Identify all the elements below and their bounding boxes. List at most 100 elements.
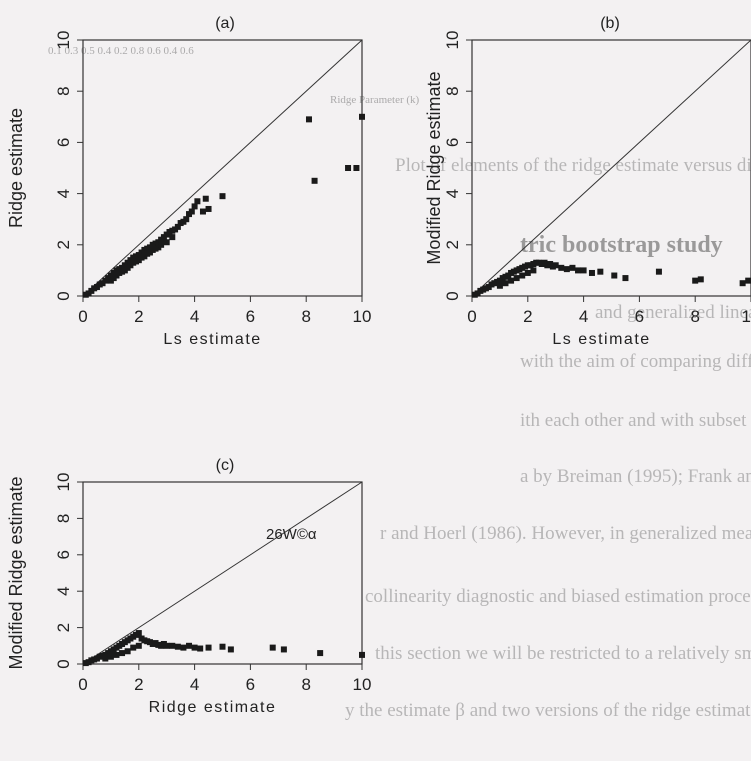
- y-tick-label: 4: [443, 189, 462, 198]
- x-axis-label: Ls estimate: [552, 331, 650, 348]
- data-point: [558, 264, 565, 271]
- y-axis-label: Ridge estimate: [6, 108, 26, 228]
- y-tick-label: 4: [54, 189, 73, 198]
- data-point: [655, 268, 662, 275]
- data-point: [305, 116, 312, 123]
- section-heading: tric bootstrap study: [520, 232, 723, 258]
- data-point: [205, 205, 212, 212]
- y-tick-label: 2: [54, 623, 73, 632]
- data-point: [508, 277, 515, 284]
- body-line-5: r and Hoerl (1986). However, in generali…: [380, 523, 751, 544]
- data-point: [124, 648, 131, 655]
- data-point: [353, 165, 360, 171]
- y-axis-label: Modified Ridge estimate: [6, 476, 26, 669]
- y-tick-label: 4: [54, 586, 73, 595]
- y-tick-label: 10: [54, 31, 73, 50]
- x-tick-label: 4: [190, 675, 199, 694]
- x-tick-label: 6: [246, 307, 255, 326]
- y-tick-label: 6: [54, 138, 73, 147]
- data-point: [280, 646, 287, 653]
- data-point: [174, 223, 181, 230]
- y-tick-label: 2: [443, 240, 462, 249]
- x-tick-label: 8: [301, 675, 310, 694]
- data-point: [317, 650, 324, 657]
- scan-artifact-text: 26W©α: [266, 526, 317, 543]
- x-tick-label: 10: [353, 307, 372, 326]
- y-tick-label: 6: [54, 550, 73, 559]
- x-tick-label: 8: [301, 307, 310, 326]
- data-point: [199, 208, 206, 215]
- data-point: [158, 241, 165, 248]
- body-line-1: and generalized linear models many simul…: [595, 302, 751, 323]
- panel-label: (a): [215, 15, 235, 32]
- y-tick-label: 0: [54, 659, 73, 668]
- caption-text: Plot of elements of the ridge estimate v…: [395, 155, 751, 176]
- data-point: [205, 644, 212, 651]
- reference-line: [471, 39, 751, 297]
- x-tick-label: 6: [246, 675, 255, 694]
- data-point: [519, 272, 526, 279]
- data-point: [611, 272, 618, 279]
- data-point: [359, 651, 365, 658]
- header-tick-row: 0.1 0.3 0.5 0.4 0.2 0.8 0.6 0.4 0.6: [48, 45, 194, 57]
- x-tick-label: 10: [742, 307, 751, 326]
- data-point: [113, 651, 120, 658]
- data-point: [163, 239, 170, 246]
- y-tick-label: 8: [54, 86, 73, 95]
- x-tick-label: 10: [353, 675, 372, 694]
- data-point: [345, 165, 352, 171]
- x-tick-label: 4: [190, 307, 199, 326]
- scatter-panel-3: (c) 0 2 4 6 8 10 0 2 4 6 8 10 Ridge estimate Modified …: [6, 457, 371, 716]
- plot-frame: [82, 481, 363, 665]
- data-point: [530, 267, 537, 274]
- data-point: [745, 277, 751, 284]
- x-tick-label: 2: [523, 307, 532, 326]
- data-point: [163, 642, 170, 649]
- data-point: [502, 280, 509, 287]
- data-point: [311, 177, 318, 184]
- data-point: [496, 282, 503, 289]
- y-tick-label: 2: [54, 240, 73, 249]
- data-point: [107, 653, 114, 660]
- data-point: [186, 642, 193, 649]
- data-point: [622, 275, 629, 282]
- plot-frame: [82, 39, 363, 297]
- data-point: [219, 643, 226, 650]
- data-point: [552, 262, 559, 269]
- data-point: [202, 195, 209, 202]
- data-point: [227, 646, 234, 653]
- data-point: [563, 266, 570, 273]
- body-line-6: collinearity diagnostic and biased estim…: [365, 586, 751, 607]
- data-point: [575, 267, 582, 274]
- data-point: [692, 277, 699, 284]
- y-tick-label: 0: [54, 291, 73, 300]
- data-point: [174, 643, 181, 650]
- data-point: [580, 267, 587, 274]
- x-tick-label: 2: [134, 307, 143, 326]
- body-line-4: a by Breiman (1995); Frank and Friedman …: [520, 466, 751, 487]
- data-point: [197, 645, 204, 652]
- body-line-2: with the aim of comparing different aspe…: [520, 351, 751, 372]
- x-tick-label: 4: [579, 307, 588, 326]
- data-point: [135, 630, 142, 637]
- data-point: [739, 280, 746, 287]
- data-point: [180, 644, 187, 651]
- y-tick-label: 8: [443, 86, 462, 95]
- x-tick-label: 0: [467, 307, 476, 326]
- body-line-3: ith each other and with subset selection…: [520, 410, 751, 431]
- x-axis-label: Ridge estimate: [149, 699, 277, 716]
- data-point: [524, 269, 531, 276]
- data-point: [135, 642, 142, 649]
- x-tick-label: 0: [78, 307, 87, 326]
- data-point: [588, 269, 595, 276]
- x-tick-label: 0: [78, 675, 87, 694]
- data-point: [359, 113, 365, 120]
- scatter-panel-2: (b) 0 2 4 6 8 10 0 2 4 6 8 10 Ls estimate Modified Rid…: [424, 15, 751, 348]
- data-point: [219, 193, 226, 200]
- x-axis-label: Ls estimate: [163, 331, 261, 348]
- data-point: [119, 650, 126, 657]
- data-point: [597, 268, 604, 275]
- x-tick-label: 6: [635, 307, 644, 326]
- scatter-panel-1: (a) 0 2 4 6 8 10 0 2 4 6 8 10 Ls estimate Ridge estima…: [6, 15, 371, 348]
